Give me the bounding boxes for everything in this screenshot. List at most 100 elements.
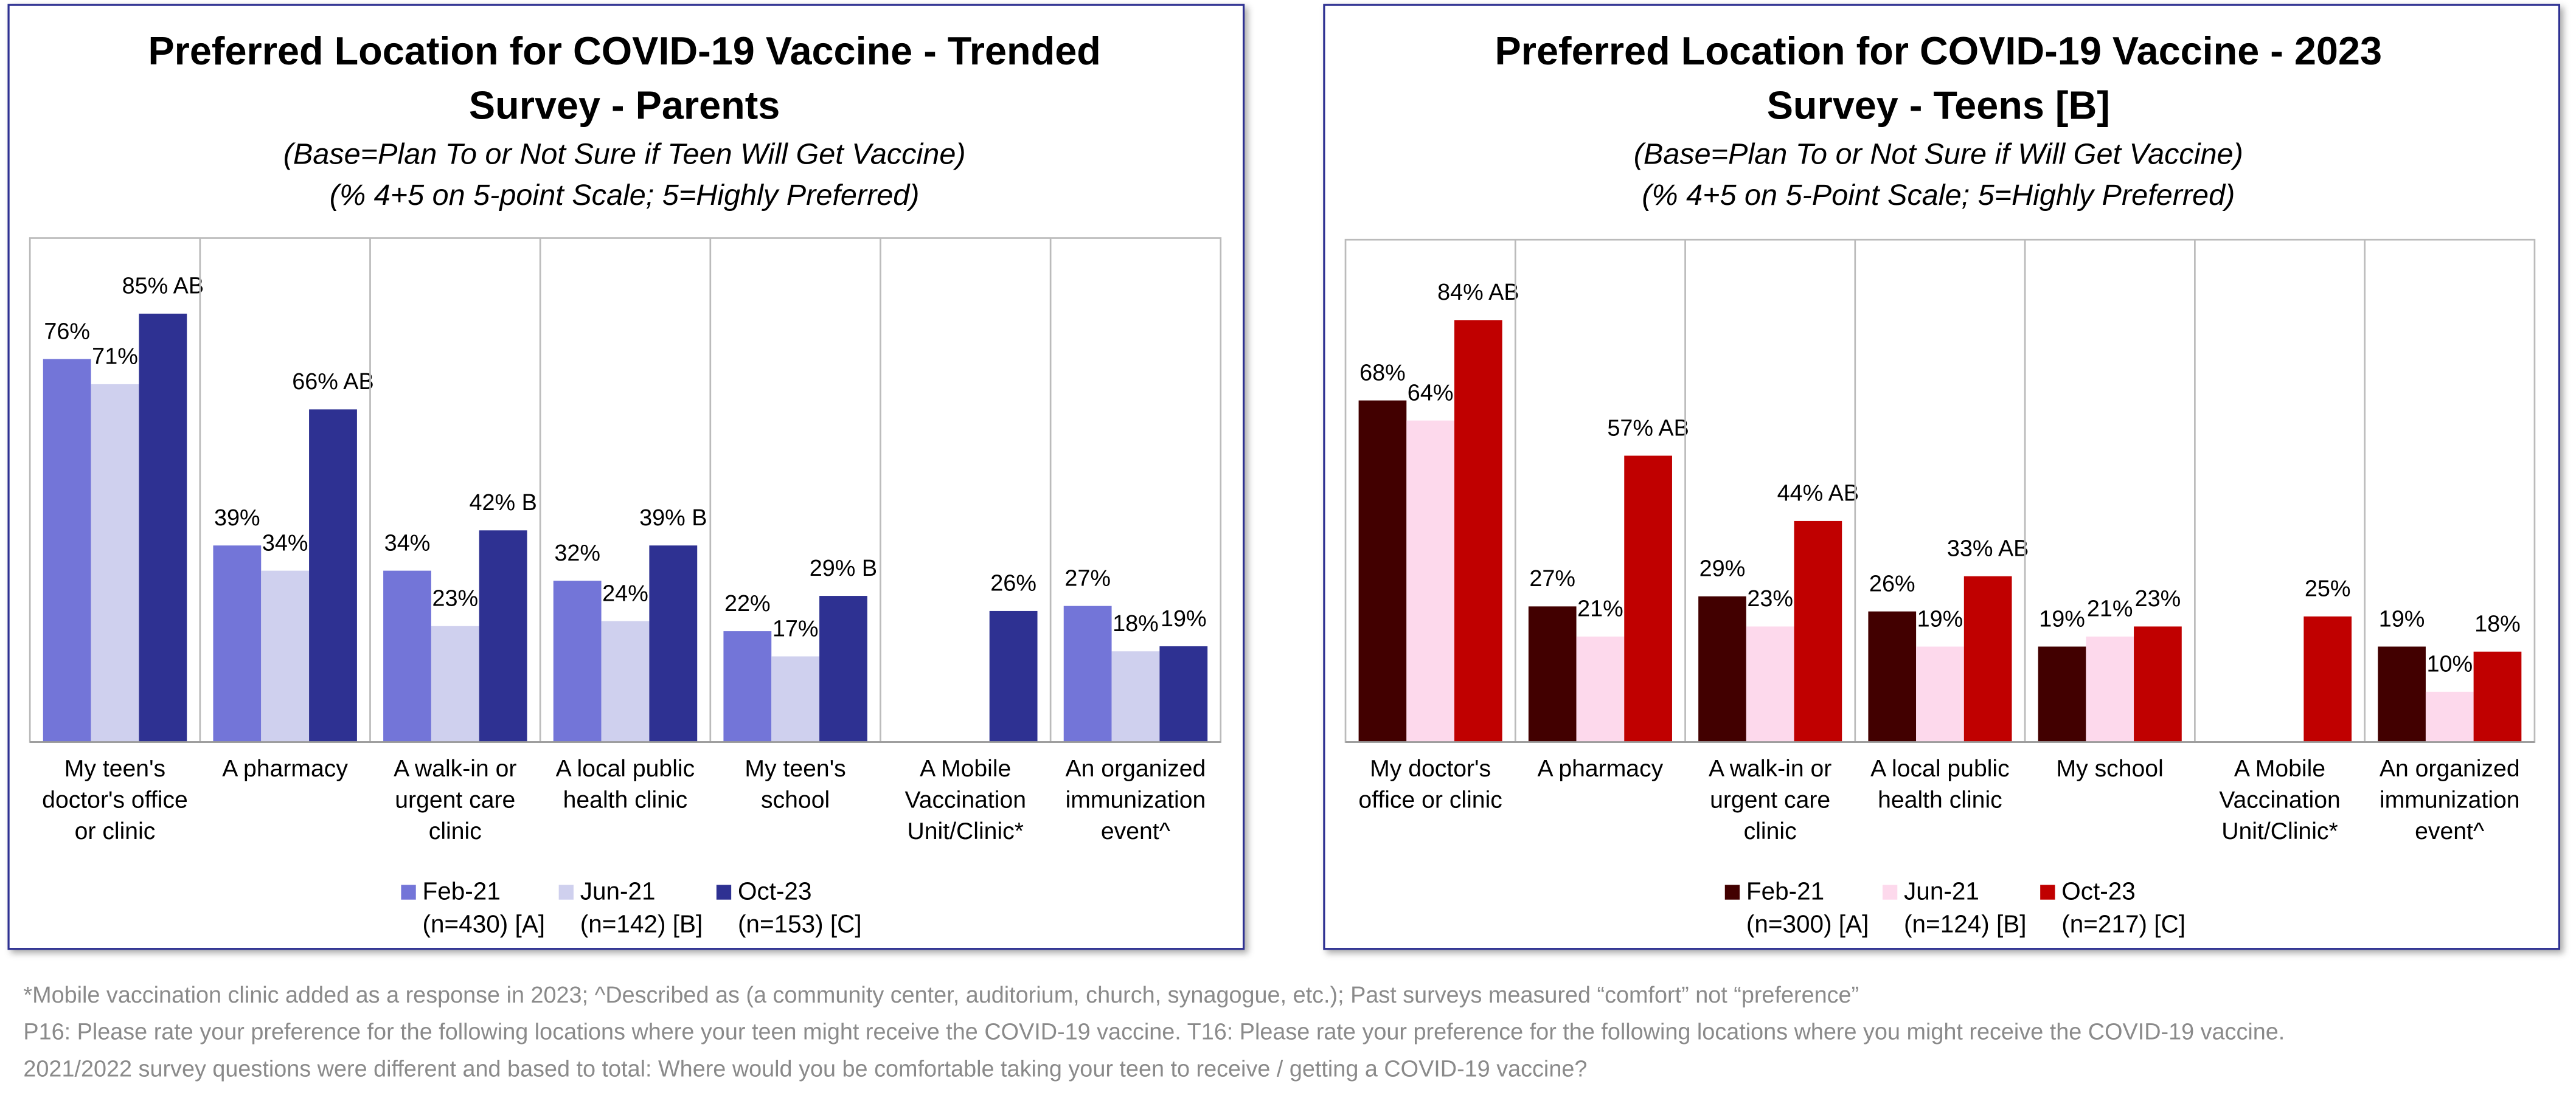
bar — [91, 384, 139, 742]
data-label: 39% — [214, 505, 260, 531]
legend-label: Oct-23 — [738, 877, 812, 905]
bar — [1963, 576, 2012, 742]
legend-swatch — [2040, 885, 2055, 900]
bar — [553, 581, 602, 742]
data-label: 27% — [1529, 566, 1575, 592]
bar — [601, 621, 650, 742]
x-label-box: A local public health clinic — [555, 756, 695, 815]
data-label: 34% — [384, 530, 431, 556]
bar — [819, 596, 867, 742]
legend-base: (n=124) [B] — [1904, 910, 2027, 938]
x-tick-label: My school — [2056, 756, 2164, 783]
bar — [1528, 606, 1577, 742]
bar — [309, 409, 357, 742]
data-label: 66% AB — [292, 369, 373, 395]
chart-title: Preferred Location for COVID-19 Vaccine … — [148, 29, 1100, 73]
x-label-box: My doctor's office or clinic — [1358, 756, 1502, 815]
data-label: 18% — [2474, 612, 2521, 637]
bar — [1576, 636, 1625, 742]
bar — [1624, 455, 1672, 742]
footnote: 2021/2022 survey questions were differen… — [23, 1056, 1587, 1082]
chart-subtitle: (% 4+5 on 5-Point Scale; 5=Highly Prefer… — [1642, 179, 2235, 212]
chart-title: Preferred Location for COVID-19 Vaccine … — [1495, 29, 2382, 73]
x-label-box: An organized immunization event^ — [1065, 756, 1206, 846]
bar — [1746, 626, 1794, 742]
data-label: 68% — [1359, 360, 1406, 385]
x-label-box: A walk-in or urgent care clinic — [1709, 757, 1831, 846]
x-tick-label: A local public health clinic — [555, 756, 695, 815]
bar — [261, 570, 310, 742]
bar — [1794, 520, 1842, 742]
bar — [1916, 646, 1964, 742]
data-label: 64% — [1408, 380, 1454, 406]
data-label: 84% AB — [1437, 280, 1519, 305]
x-label-box: My teen's school — [745, 756, 846, 815]
x-tick-label: An organized immunization event^ — [1065, 756, 1206, 846]
data-label: 19% — [1161, 606, 1207, 632]
x-tick-label: A pharmacy — [1537, 756, 1664, 783]
data-label: 23% — [2135, 586, 2181, 612]
data-label: 27% — [1064, 565, 1111, 591]
data-label: 19% — [2039, 606, 2085, 632]
x-tick-label: A Mobile Vaccination Unit/Clinic* — [2219, 756, 2341, 846]
chart-frame — [7, 4, 1245, 950]
bar — [213, 545, 262, 742]
legend-label: Feb-21 — [1746, 877, 1824, 905]
bar — [2473, 651, 2522, 742]
x-tick-label: My doctor's office or clinic — [1358, 756, 1502, 815]
data-label: 19% — [1917, 606, 1963, 632]
data-label: 21% — [1577, 596, 1623, 622]
bar — [43, 359, 91, 742]
data-label: 76% — [44, 319, 90, 344]
legend-label: Jun-21 — [1904, 877, 1979, 905]
bar — [723, 631, 772, 742]
bar — [2134, 626, 2182, 742]
data-label: 22% — [724, 591, 771, 617]
x-label-box: My school — [2056, 756, 2164, 783]
bar — [139, 313, 187, 742]
data-label: 24% — [602, 581, 648, 606]
chart-frame — [1323, 4, 2561, 950]
x-label-box: A Mobile Vaccination Unit/Clinic* — [2219, 756, 2341, 846]
data-label: 29% B — [810, 556, 877, 581]
bar — [989, 610, 1038, 742]
x-tick-label: A pharmacy — [222, 756, 349, 783]
bar — [1159, 646, 1208, 742]
bar — [383, 570, 431, 742]
legend-base: (n=300) [A] — [1746, 910, 1869, 938]
data-label: 21% — [2087, 596, 2133, 622]
x-label-box: A Mobile Vaccination Unit/Clinic* — [904, 756, 1026, 846]
legend-swatch — [558, 885, 574, 900]
data-label: 57% AB — [1607, 415, 1689, 441]
x-tick-label: An organized immunization event^ — [2379, 756, 2520, 846]
legend-label: Oct-23 — [2061, 877, 2136, 905]
x-tick-label: A Mobile Vaccination Unit/Clinic* — [904, 756, 1026, 846]
x-tick-label: My teen's school — [745, 756, 846, 815]
data-label: 26% — [1869, 571, 1915, 596]
data-label: 23% — [1747, 586, 1793, 612]
legend-base: (n=217) [C] — [2061, 910, 2185, 938]
legend-base: (n=153) [C] — [738, 910, 862, 938]
data-label: 19% — [2379, 606, 2425, 632]
chart-title: Survey - Teens [B] — [1767, 83, 2110, 127]
data-label: 71% — [92, 344, 138, 370]
data-label: 39% B — [639, 505, 707, 531]
bar — [649, 545, 698, 742]
bar — [1063, 606, 1112, 742]
data-label: 10% — [2426, 652, 2473, 677]
data-label: 34% — [262, 530, 308, 556]
legend-label: Feb-21 — [423, 877, 501, 905]
bar — [1868, 611, 1917, 742]
bar — [2038, 646, 2086, 742]
chart-subtitle: (% 4+5 on 5-point Scale; 5=Highly Prefer… — [330, 179, 920, 212]
bar — [1111, 651, 1160, 742]
bar — [1406, 420, 1454, 742]
legend-swatch — [401, 885, 416, 900]
x-label-box: A pharmacy — [1537, 756, 1664, 783]
x-label-box: A local public health clinic — [1870, 757, 2010, 815]
x-label-box: My teen's doctor's office or clinic — [42, 757, 188, 846]
bar — [771, 656, 820, 742]
data-label: 23% — [432, 586, 479, 612]
